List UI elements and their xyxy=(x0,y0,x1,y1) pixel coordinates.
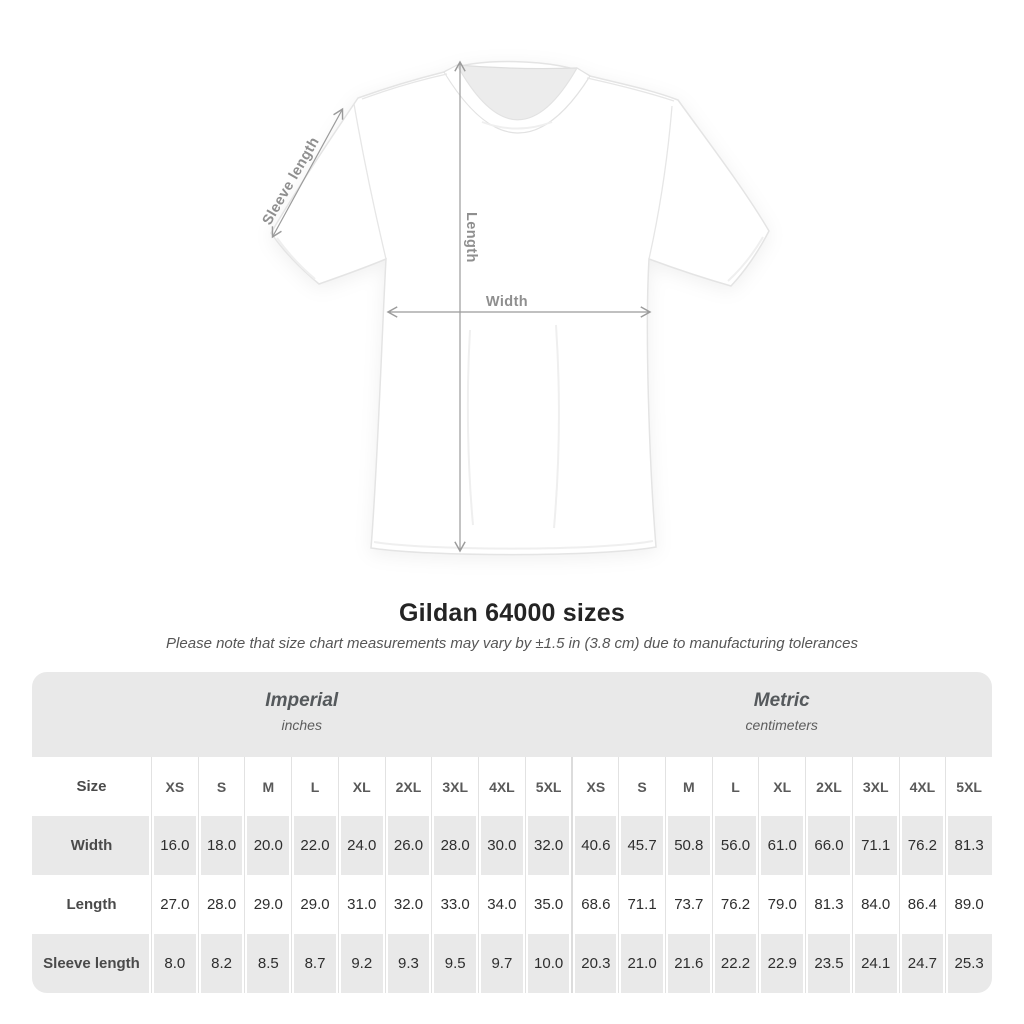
row-label-width: Width xyxy=(32,816,151,875)
row-label-sleeve-length: Sleeve length xyxy=(32,934,151,993)
column-header: 5XL xyxy=(945,757,992,816)
value-cell: 79.0 xyxy=(758,875,805,934)
column-header: 3XL xyxy=(431,757,478,816)
value-cell: 25.3 xyxy=(945,934,992,993)
unit-group-sublabel: inches xyxy=(281,717,322,733)
collar xyxy=(443,64,591,134)
unit-group-metric: Metric centimeters xyxy=(571,690,992,739)
column-header: L xyxy=(291,757,338,816)
column-header: XL xyxy=(337,757,385,816)
value-cell: 20.3 xyxy=(571,934,619,993)
column-header: S xyxy=(618,757,665,816)
value-cell: 9.2 xyxy=(337,934,385,993)
value-cell: 26.0 xyxy=(384,816,432,875)
value-cell: 16.0 xyxy=(151,816,198,875)
length-label: Length xyxy=(463,212,479,263)
value-cell: 76.2 xyxy=(898,816,946,875)
value-cell: 22.2 xyxy=(711,934,759,993)
value-cell: 40.6 xyxy=(571,816,619,875)
value-cell: 8.7 xyxy=(291,934,338,993)
value-cell: 24.1 xyxy=(851,934,899,993)
value-cell: 30.0 xyxy=(478,816,525,875)
table-header-band: Imperial inches Metric centimeters xyxy=(32,672,992,757)
unit-group-imperial: Imperial inches xyxy=(32,690,571,739)
column-header: S xyxy=(197,757,245,816)
value-cell: 71.1 xyxy=(851,816,899,875)
value-cell: 20.0 xyxy=(244,816,292,875)
value-cell: 24.0 xyxy=(337,816,385,875)
value-cell: 50.8 xyxy=(664,816,712,875)
column-header: 4XL xyxy=(898,757,946,816)
fabric-seams xyxy=(276,73,764,550)
value-cell: 24.7 xyxy=(898,934,946,993)
value-cell: 71.1 xyxy=(618,875,665,934)
column-header: 5XL xyxy=(524,757,572,816)
row-label-length: Length xyxy=(66,896,117,913)
value-cell: 18.0 xyxy=(197,816,245,875)
shirt-diagram: Width Length Sleeve length xyxy=(260,60,770,556)
value-cell: 33.0 xyxy=(431,875,478,934)
value-cell: 23.5 xyxy=(805,934,852,993)
tshirt-image: Width Length Sleeve length xyxy=(260,60,770,556)
value-cell: 8.0 xyxy=(151,934,198,993)
column-header: 4XL xyxy=(478,757,525,816)
unit-group-label: Imperial xyxy=(265,690,339,711)
column-header: XL xyxy=(758,757,805,816)
value-cell: 21.0 xyxy=(618,934,665,993)
value-cell: 9.3 xyxy=(384,934,432,993)
column-header: L xyxy=(711,757,759,816)
value-cell: 35.0 xyxy=(524,875,572,934)
value-cell: 22.9 xyxy=(758,934,806,993)
value-cell: 68.6 xyxy=(571,875,618,934)
sleeve-length-arrow xyxy=(271,107,344,239)
value-cell: 21.6 xyxy=(664,934,712,993)
value-cell: 27.0 xyxy=(151,875,198,934)
size-table: Imperial inches Metric centimeters Size … xyxy=(32,672,992,993)
value-cell: 28.0 xyxy=(431,816,479,875)
value-cell: 66.0 xyxy=(805,816,852,875)
unit-group-sublabel: centimeters xyxy=(745,717,818,733)
column-header: XS xyxy=(151,757,198,816)
value-cell: 61.0 xyxy=(758,816,806,875)
value-cell: 28.0 xyxy=(197,875,245,934)
tolerance-note: Please note that size chart measurements… xyxy=(166,635,858,652)
value-cell: 56.0 xyxy=(711,816,759,875)
width-label: Width xyxy=(486,294,528,310)
unit-group-label: Metric xyxy=(753,690,810,711)
column-header: M xyxy=(664,757,712,816)
column-header: XS xyxy=(571,757,618,816)
column-header: M xyxy=(244,757,291,816)
value-cell: 76.2 xyxy=(711,875,759,934)
heading-block: Gildan 64000 sizes Please note that size… xyxy=(0,599,1024,652)
value-cell: 29.0 xyxy=(244,875,291,934)
value-cell: 84.0 xyxy=(851,875,899,934)
value-cell: 86.4 xyxy=(898,875,946,934)
page-title: Gildan 64000 sizes xyxy=(399,599,625,627)
value-cell: 29.0 xyxy=(291,875,338,934)
column-header: 3XL xyxy=(851,757,899,816)
value-cell: 32.0 xyxy=(524,816,572,875)
value-cell: 8.5 xyxy=(244,934,292,993)
value-cell: 10.0 xyxy=(524,934,572,993)
column-header: 2XL xyxy=(384,757,432,816)
value-cell: 9.7 xyxy=(478,934,525,993)
value-cell: 9.5 xyxy=(431,934,479,993)
size-header-cell: Size xyxy=(76,778,107,795)
value-cell: 89.0 xyxy=(945,875,992,934)
value-cell: 22.0 xyxy=(291,816,338,875)
value-cell: 32.0 xyxy=(384,875,432,934)
value-cell: 73.7 xyxy=(664,875,712,934)
value-cell: 81.3 xyxy=(805,875,852,934)
value-cell: 8.2 xyxy=(197,934,245,993)
column-header: 2XL xyxy=(805,757,852,816)
value-cell: 45.7 xyxy=(618,816,665,875)
value-cell: 34.0 xyxy=(478,875,525,934)
value-cell: 31.0 xyxy=(337,875,385,934)
value-cell: 81.3 xyxy=(945,816,992,875)
